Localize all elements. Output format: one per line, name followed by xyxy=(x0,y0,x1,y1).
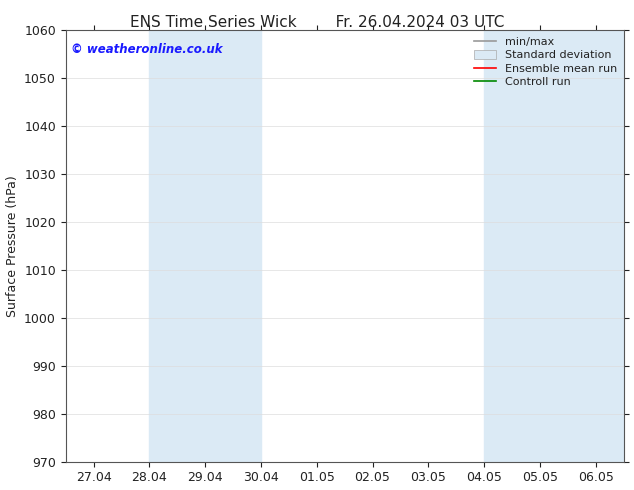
Bar xyxy=(205,30,261,462)
Bar xyxy=(540,30,596,462)
Legend: min/max, Standard deviation, Ensemble mean run, Controll run: min/max, Standard deviation, Ensemble me… xyxy=(469,32,621,92)
Text: ENS Time Series Wick        Fr. 26.04.2024 03 UTC: ENS Time Series Wick Fr. 26.04.2024 03 U… xyxy=(130,15,504,30)
Bar xyxy=(484,30,540,462)
Text: © weatheronline.co.uk: © weatheronline.co.uk xyxy=(71,43,223,56)
Bar xyxy=(596,30,624,462)
Y-axis label: Surface Pressure (hPa): Surface Pressure (hPa) xyxy=(6,175,18,317)
Bar xyxy=(150,30,205,462)
